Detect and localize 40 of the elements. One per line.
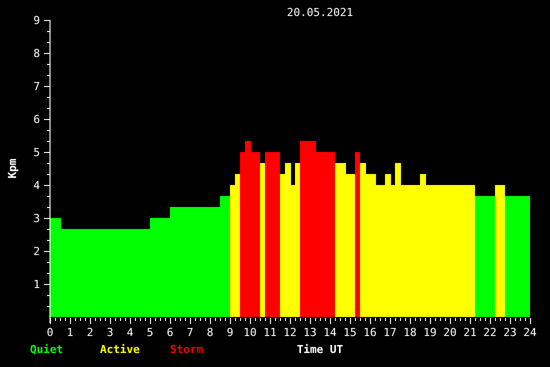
x-tick-label: 12 bbox=[283, 326, 297, 339]
x-tick-label: 19 bbox=[423, 326, 437, 339]
x-tick-label: 21 bbox=[463, 326, 477, 339]
x-tick-label: 7 bbox=[186, 326, 194, 339]
x-tick-label: 23 bbox=[503, 326, 517, 339]
text: Quiet bbox=[30, 343, 64, 356]
x-tick-label: 0 bbox=[46, 326, 54, 339]
x-axis-title: Time UT bbox=[296, 343, 344, 356]
x-tick-label: 6 bbox=[166, 326, 174, 339]
y-tick-label: 2 bbox=[33, 244, 40, 258]
x-tick-label: 22 bbox=[483, 326, 497, 339]
x-tick-label: 17 bbox=[383, 326, 397, 339]
x-tick-label: 3 bbox=[106, 326, 114, 339]
x-tick-label: 10 bbox=[243, 326, 257, 339]
text: Active bbox=[100, 343, 140, 356]
x-tick-label: 13 bbox=[303, 326, 317, 339]
y-tick-label: 4 bbox=[33, 178, 40, 192]
x-tick-label: 9 bbox=[226, 326, 234, 339]
y-tick-label: 6 bbox=[33, 112, 40, 126]
y-axis-title: Kpm bbox=[6, 158, 19, 178]
y-tick-label: 8 bbox=[33, 46, 40, 60]
chart-title: 20.05.2021 bbox=[286, 6, 354, 19]
text: Storm bbox=[170, 343, 204, 356]
y-tick-label: 1 bbox=[33, 278, 40, 291]
x-tick-label: 15 bbox=[343, 326, 357, 339]
x-tick-label: 4 bbox=[126, 326, 134, 339]
y-tick-label: 5 bbox=[33, 146, 40, 159]
x-tick-label: 8 bbox=[206, 326, 214, 339]
x-tick-label: 5 bbox=[146, 326, 154, 339]
x-tick-label: 24 bbox=[523, 326, 537, 339]
x-tick-label: 11 bbox=[263, 326, 277, 339]
x-tick-label: 18 bbox=[403, 326, 417, 339]
y-tick-label: 9 bbox=[33, 14, 40, 27]
x-tick-label: 1 bbox=[66, 326, 74, 339]
y-tick-label: 7 bbox=[33, 80, 40, 93]
x-tick-label: 20 bbox=[443, 326, 457, 339]
x-tick-label: 2 bbox=[86, 326, 94, 339]
x-tick-label: 14 bbox=[323, 326, 337, 339]
x-tick-label: 16 bbox=[363, 326, 377, 339]
y-tick-label: 3 bbox=[33, 212, 40, 225]
